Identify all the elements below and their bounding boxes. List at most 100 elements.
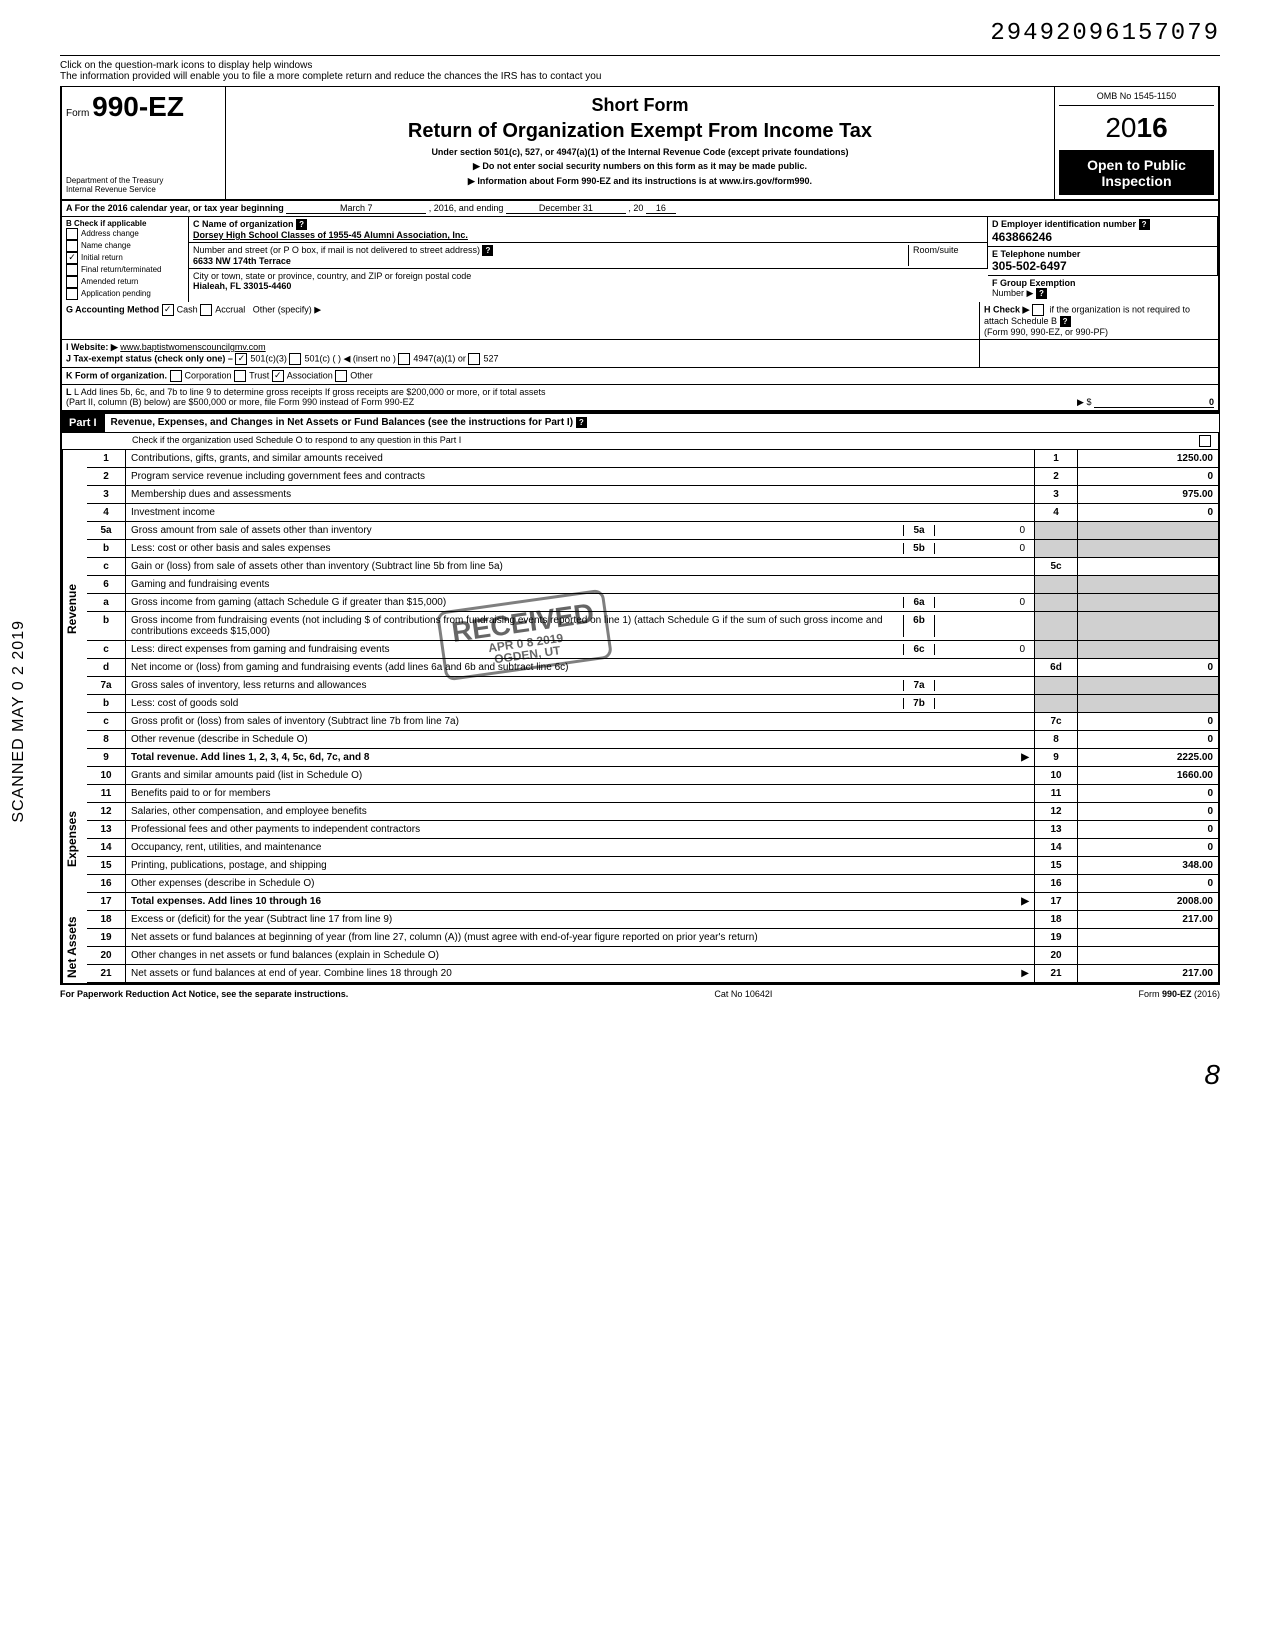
sub-line-number: 5a (903, 525, 935, 536)
line-description: Membership dues and assessments (126, 486, 1035, 504)
box-b-checkbox[interactable] (66, 228, 78, 240)
box-f-sub: Number ▶ (992, 288, 1033, 298)
help-icon[interactable]: ? (1036, 288, 1047, 299)
document-id-number: 29492096157079 (60, 20, 1220, 47)
line-amount[interactable] (1078, 576, 1219, 594)
corp-checkbox[interactable] (170, 370, 182, 382)
sub-line-amount[interactable]: 0 (935, 644, 1029, 655)
revenue-section: Revenue 1Contributions, gifts, grants, a… (60, 450, 1220, 767)
table-row: 16Other expenses (describe in Schedule O… (87, 875, 1218, 893)
k-row: K Form of organization. Corporation Trus… (60, 368, 1220, 385)
website-value[interactable]: www.baptistwomenscouncilgmv.com (120, 342, 265, 352)
line-amount[interactable]: 348.00 (1078, 857, 1219, 875)
line-amount[interactable]: 217.00 (1078, 965, 1219, 983)
box-b-checkbox[interactable] (66, 288, 78, 300)
other-checkbox[interactable] (335, 370, 347, 382)
footer-row: For Paperwork Reduction Act Notice, see … (60, 985, 1220, 999)
line-number: b (87, 695, 126, 713)
help-icon[interactable]: ? (482, 245, 493, 256)
501c3-checkbox[interactable]: ✓ (235, 353, 247, 365)
box-b-item: Final return/terminated (66, 264, 184, 276)
line-a-end-prefix: , 20 (628, 203, 643, 213)
box-b-checkbox[interactable] (66, 264, 78, 276)
line-amount[interactable]: 2225.00 (1078, 749, 1219, 767)
line-number: a (87, 594, 126, 612)
table-row: 18Excess or (deficit) for the year (Subt… (87, 911, 1218, 929)
help-icon[interactable]: ? (576, 417, 587, 428)
sub-line-amount[interactable] (935, 615, 1029, 637)
line-amount[interactable] (1078, 695, 1219, 713)
line-amount[interactable]: 2008.00 (1078, 893, 1219, 911)
line-a-end-year[interactable]: 16 (646, 203, 676, 214)
line-amount[interactable]: 0 (1078, 468, 1219, 486)
line-amount[interactable]: 975.00 (1078, 486, 1219, 504)
line-amount[interactable] (1078, 612, 1219, 641)
gh-row: G Accounting Method ✓Cash Accrual Other … (60, 302, 1220, 340)
help-banner-line-1: Click on the question-mark icons to disp… (60, 60, 1220, 71)
line-amount[interactable] (1078, 558, 1219, 576)
line-amount[interactable]: 0 (1078, 803, 1219, 821)
box-b-checkbox[interactable]: ✓ (66, 252, 78, 264)
4947-checkbox[interactable] (398, 353, 410, 365)
line-amount[interactable]: 217.00 (1078, 911, 1219, 929)
line-i-label: I Website: ▶ (66, 342, 118, 352)
line-amount[interactable] (1078, 947, 1219, 965)
cash-label: Cash (177, 304, 198, 314)
527-checkbox[interactable] (468, 353, 480, 365)
box-b-item-label: Initial return (81, 253, 123, 262)
line-amount[interactable] (1078, 594, 1219, 612)
help-icon[interactable]: ? (1139, 219, 1150, 230)
line-ref (1035, 641, 1078, 659)
street-value[interactable]: 6633 NW 174th Terrace (193, 256, 291, 266)
phone-value[interactable]: 305-502-6497 (992, 259, 1067, 273)
line-amount[interactable] (1078, 929, 1219, 947)
schedule-b-checkbox[interactable] (1032, 304, 1044, 316)
assoc-checkbox[interactable]: ✓ (272, 370, 284, 382)
line-amount[interactable] (1078, 677, 1219, 695)
line-l-value[interactable]: 0 (1094, 397, 1214, 408)
line-a-end-month[interactable]: December 31 (506, 203, 626, 214)
line-amount[interactable]: 0 (1078, 731, 1219, 749)
box-b-checkbox[interactable] (66, 240, 78, 252)
ein-value[interactable]: 463866246 (992, 230, 1052, 244)
line-ref: 18 (1035, 911, 1078, 929)
line-amount[interactable]: 1250.00 (1078, 450, 1219, 468)
line-amount[interactable] (1078, 641, 1219, 659)
accrual-checkbox[interactable] (200, 304, 212, 316)
line-amount[interactable]: 0 (1078, 713, 1219, 731)
city-value[interactable]: Hialeah, FL 33015-4460 (193, 281, 291, 291)
sub-line-amount[interactable]: 0 (935, 543, 1029, 554)
line-amount[interactable]: 0 (1078, 839, 1219, 857)
sub-line-amount[interactable] (935, 680, 1029, 691)
schedule-o-checkbox[interactable] (1199, 435, 1211, 447)
line-description: Occupancy, rent, utilities, and maintena… (126, 839, 1035, 857)
sub-line-amount[interactable] (935, 698, 1029, 709)
line-amount[interactable]: 0 (1078, 875, 1219, 893)
sub-line-amount[interactable]: 0 (935, 597, 1029, 608)
sub-line-number: 6b (903, 615, 935, 637)
line-amount[interactable]: 0 (1078, 785, 1219, 803)
help-icon[interactable]: ? (1060, 316, 1071, 327)
box-b-checkbox[interactable] (66, 276, 78, 288)
501c-checkbox[interactable] (289, 353, 301, 365)
help-icon[interactable]: ? (296, 219, 307, 230)
sub-line-amount[interactable]: 0 (935, 525, 1029, 536)
line-number: 15 (87, 857, 126, 875)
line-number: 12 (87, 803, 126, 821)
line-ref: 2 (1035, 468, 1078, 486)
org-name[interactable]: Dorsey High School Classes of 1955-45 Al… (193, 230, 468, 240)
line-number: b (87, 540, 126, 558)
cash-checkbox[interactable]: ✓ (162, 304, 174, 316)
line-amount[interactable]: 1660.00 (1078, 767, 1219, 785)
trust-checkbox[interactable] (234, 370, 246, 382)
line-amount[interactable]: 0 (1078, 659, 1219, 677)
line-amount[interactable] (1078, 522, 1219, 540)
line-description: Other changes in net assets or fund bala… (126, 947, 1035, 965)
line-amount[interactable]: 0 (1078, 821, 1219, 839)
line-amount[interactable] (1078, 540, 1219, 558)
line-a-begin[interactable]: March 7 (286, 203, 426, 214)
table-row: aGross income from gaming (attach Schedu… (87, 594, 1218, 612)
line-description: Printing, publications, postage, and shi… (126, 857, 1035, 875)
line-ref: 7c (1035, 713, 1078, 731)
line-amount[interactable]: 0 (1078, 504, 1219, 522)
